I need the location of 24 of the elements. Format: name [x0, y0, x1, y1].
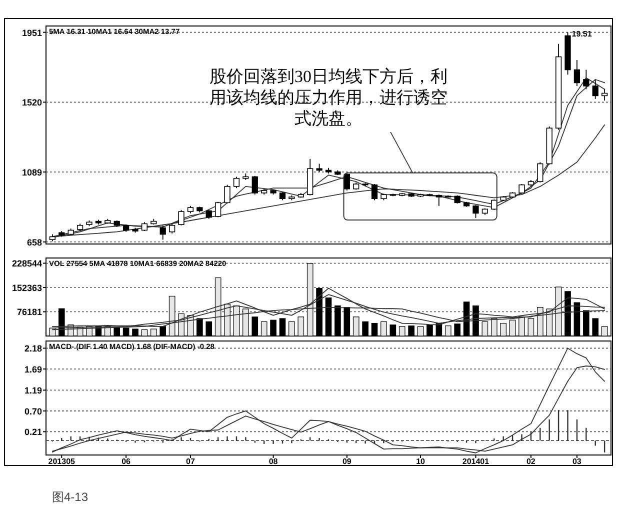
caption: 图4-13 — [52, 490, 88, 504]
y-tick-label: 1951 — [22, 28, 42, 38]
y-tick-label: 1089 — [22, 168, 42, 178]
x-tick-label: 08 — [268, 457, 278, 466]
y-tick-label: 1.69 — [24, 364, 42, 374]
annotation: 19.51 — [572, 29, 592, 38]
y-tick-label: 2.18 — [24, 344, 42, 354]
x-tick-label: 03 — [572, 457, 582, 466]
y-tick-label: 658 — [26, 237, 42, 248]
x-tick-label: 10 — [416, 457, 426, 466]
y-tick-label: 1.19 — [24, 386, 42, 396]
y-tick-label: 0.70 — [24, 406, 42, 416]
x-tick-label: 06 — [122, 457, 132, 466]
y-tick-label: 0.21 — [24, 427, 42, 438]
x-tick-label: 201305 — [48, 457, 76, 466]
y-tick-label: 76181 — [16, 307, 42, 318]
x-tick-label: 02 — [526, 457, 536, 466]
x-tick-label: 09 — [342, 457, 352, 466]
x-tick-label: 201401 — [462, 457, 490, 466]
annotation: 股价回落到30日均线下方后，利用该均线的压力作用，进行诱空式洗盘。 — [210, 67, 448, 128]
y-tick-label: 152363 — [12, 282, 42, 293]
x-tick-label: 07 — [186, 457, 196, 466]
y-tick-label: 228544 — [12, 258, 42, 269]
y-tick-label: 1520 — [22, 98, 42, 108]
